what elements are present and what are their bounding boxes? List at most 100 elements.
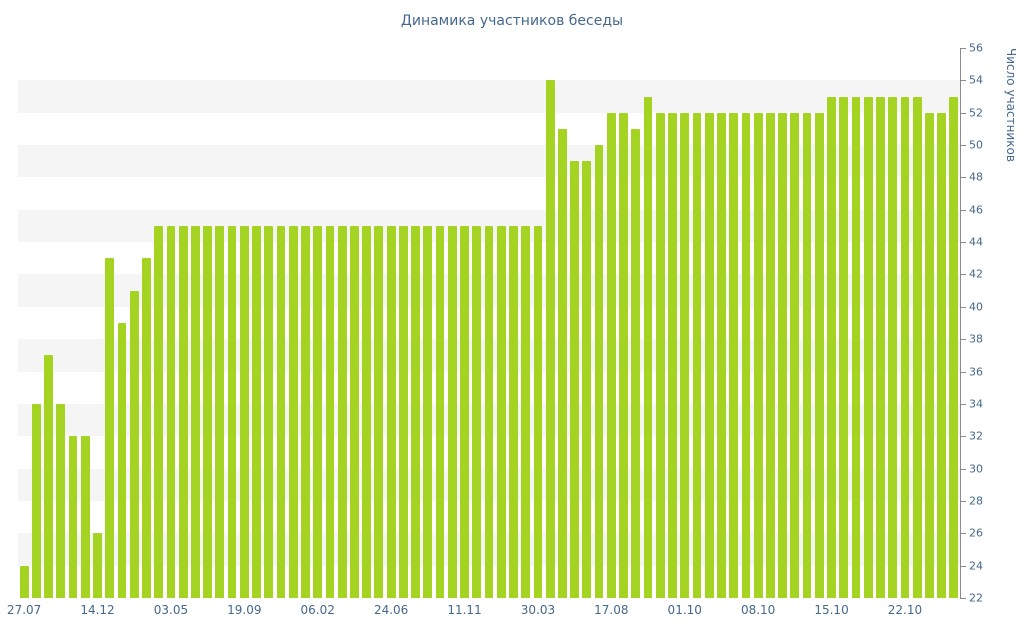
x-axis-tick-label: 14.12 xyxy=(80,603,115,617)
bar xyxy=(301,225,310,598)
y-axis-tick-label: 46 xyxy=(969,203,983,217)
y-axis-tick-label: 54 xyxy=(969,73,983,87)
x-axis-tick-label: 15.10 xyxy=(814,603,849,617)
y-axis-tick-label: 24 xyxy=(969,559,983,573)
bar xyxy=(496,225,506,598)
bar xyxy=(362,225,372,598)
bar xyxy=(460,225,469,598)
bar xyxy=(839,96,849,598)
bar xyxy=(655,112,665,598)
bar xyxy=(851,96,861,598)
bar xyxy=(814,112,824,598)
bar xyxy=(154,225,164,598)
y-axis-tick-label: 50 xyxy=(969,138,983,152)
y-axis-tick-label: 38 xyxy=(969,332,983,346)
bar xyxy=(423,225,433,598)
y-axis-tick-label: 28 xyxy=(969,494,983,508)
y-axis-tick-label: 30 xyxy=(969,462,983,476)
y-axis-tick xyxy=(961,177,966,179)
y-axis-tick-label: 44 xyxy=(969,235,983,249)
background-stripe xyxy=(18,80,960,113)
bar xyxy=(509,225,518,598)
bar xyxy=(56,403,66,598)
bar xyxy=(582,161,592,598)
bar xyxy=(717,112,726,598)
bar xyxy=(692,112,702,598)
bar xyxy=(949,96,959,598)
x-axis-tick-label: 30.03 xyxy=(520,603,556,617)
bar xyxy=(802,112,812,598)
bar xyxy=(239,225,249,598)
bar xyxy=(19,565,29,598)
x-axis-tick-label: 03.05 xyxy=(153,603,189,617)
bar xyxy=(117,323,127,598)
x-axis-tick-label: 19.09 xyxy=(227,603,262,617)
bar xyxy=(411,225,420,598)
bar xyxy=(753,112,763,598)
x-axis-tick-label: 22.10 xyxy=(887,603,923,617)
y-axis-tick xyxy=(961,274,966,276)
y-axis-tick xyxy=(961,533,966,535)
bar xyxy=(288,225,298,598)
bar xyxy=(374,225,384,598)
bar xyxy=(350,225,359,598)
bar xyxy=(937,112,947,598)
bar xyxy=(876,96,885,598)
y-axis-tick xyxy=(961,500,966,502)
bar xyxy=(227,225,237,598)
bar xyxy=(472,225,482,598)
y-axis-tick-label: 52 xyxy=(969,106,983,120)
x-axis-tick-label: 01.10 xyxy=(667,603,702,617)
bar xyxy=(215,225,225,598)
bar xyxy=(386,225,396,598)
bar xyxy=(790,112,800,598)
bar xyxy=(778,112,787,598)
y-axis-tick xyxy=(961,306,966,308)
bar xyxy=(398,225,408,598)
bar xyxy=(643,96,653,598)
bar xyxy=(912,96,922,598)
bar xyxy=(276,225,286,598)
bar xyxy=(741,112,751,598)
x-axis-tick-label: 17.08 xyxy=(594,603,629,617)
x-axis-tick-label: 11.11 xyxy=(447,603,482,617)
x-axis-tick-label: 08.10 xyxy=(740,603,776,617)
bar xyxy=(484,225,494,598)
bar xyxy=(129,290,139,598)
bar xyxy=(178,225,188,598)
bar xyxy=(680,112,690,598)
plot-area xyxy=(18,48,960,598)
bar xyxy=(80,436,90,598)
y-axis-tick xyxy=(961,145,966,147)
y-axis-tick-label: 48 xyxy=(969,170,983,184)
bar xyxy=(619,112,628,598)
y-axis-tick xyxy=(961,436,966,438)
y-axis-tick-label: 42 xyxy=(969,267,983,281)
bar xyxy=(863,96,873,598)
bar xyxy=(203,225,213,598)
bar xyxy=(925,112,934,598)
bar xyxy=(252,225,261,598)
y-axis-tick-label: 32 xyxy=(969,429,983,443)
bar xyxy=(325,225,335,598)
y-axis-tick xyxy=(961,242,966,244)
bar xyxy=(570,161,580,598)
bar xyxy=(142,258,151,598)
bar xyxy=(594,145,604,598)
bar xyxy=(31,403,41,598)
y-axis-tick xyxy=(961,209,966,211)
bar xyxy=(166,225,176,598)
bar xyxy=(606,112,616,598)
bar xyxy=(533,225,543,598)
bar xyxy=(447,225,457,598)
y-axis-tick xyxy=(961,468,966,470)
y-axis-title: Число участников xyxy=(1004,48,1018,162)
bar xyxy=(435,225,445,598)
y-axis-tick xyxy=(961,48,966,49)
bar xyxy=(729,112,739,598)
bar xyxy=(313,225,323,598)
bar xyxy=(631,128,641,598)
bar xyxy=(264,225,274,598)
bar xyxy=(827,96,836,598)
